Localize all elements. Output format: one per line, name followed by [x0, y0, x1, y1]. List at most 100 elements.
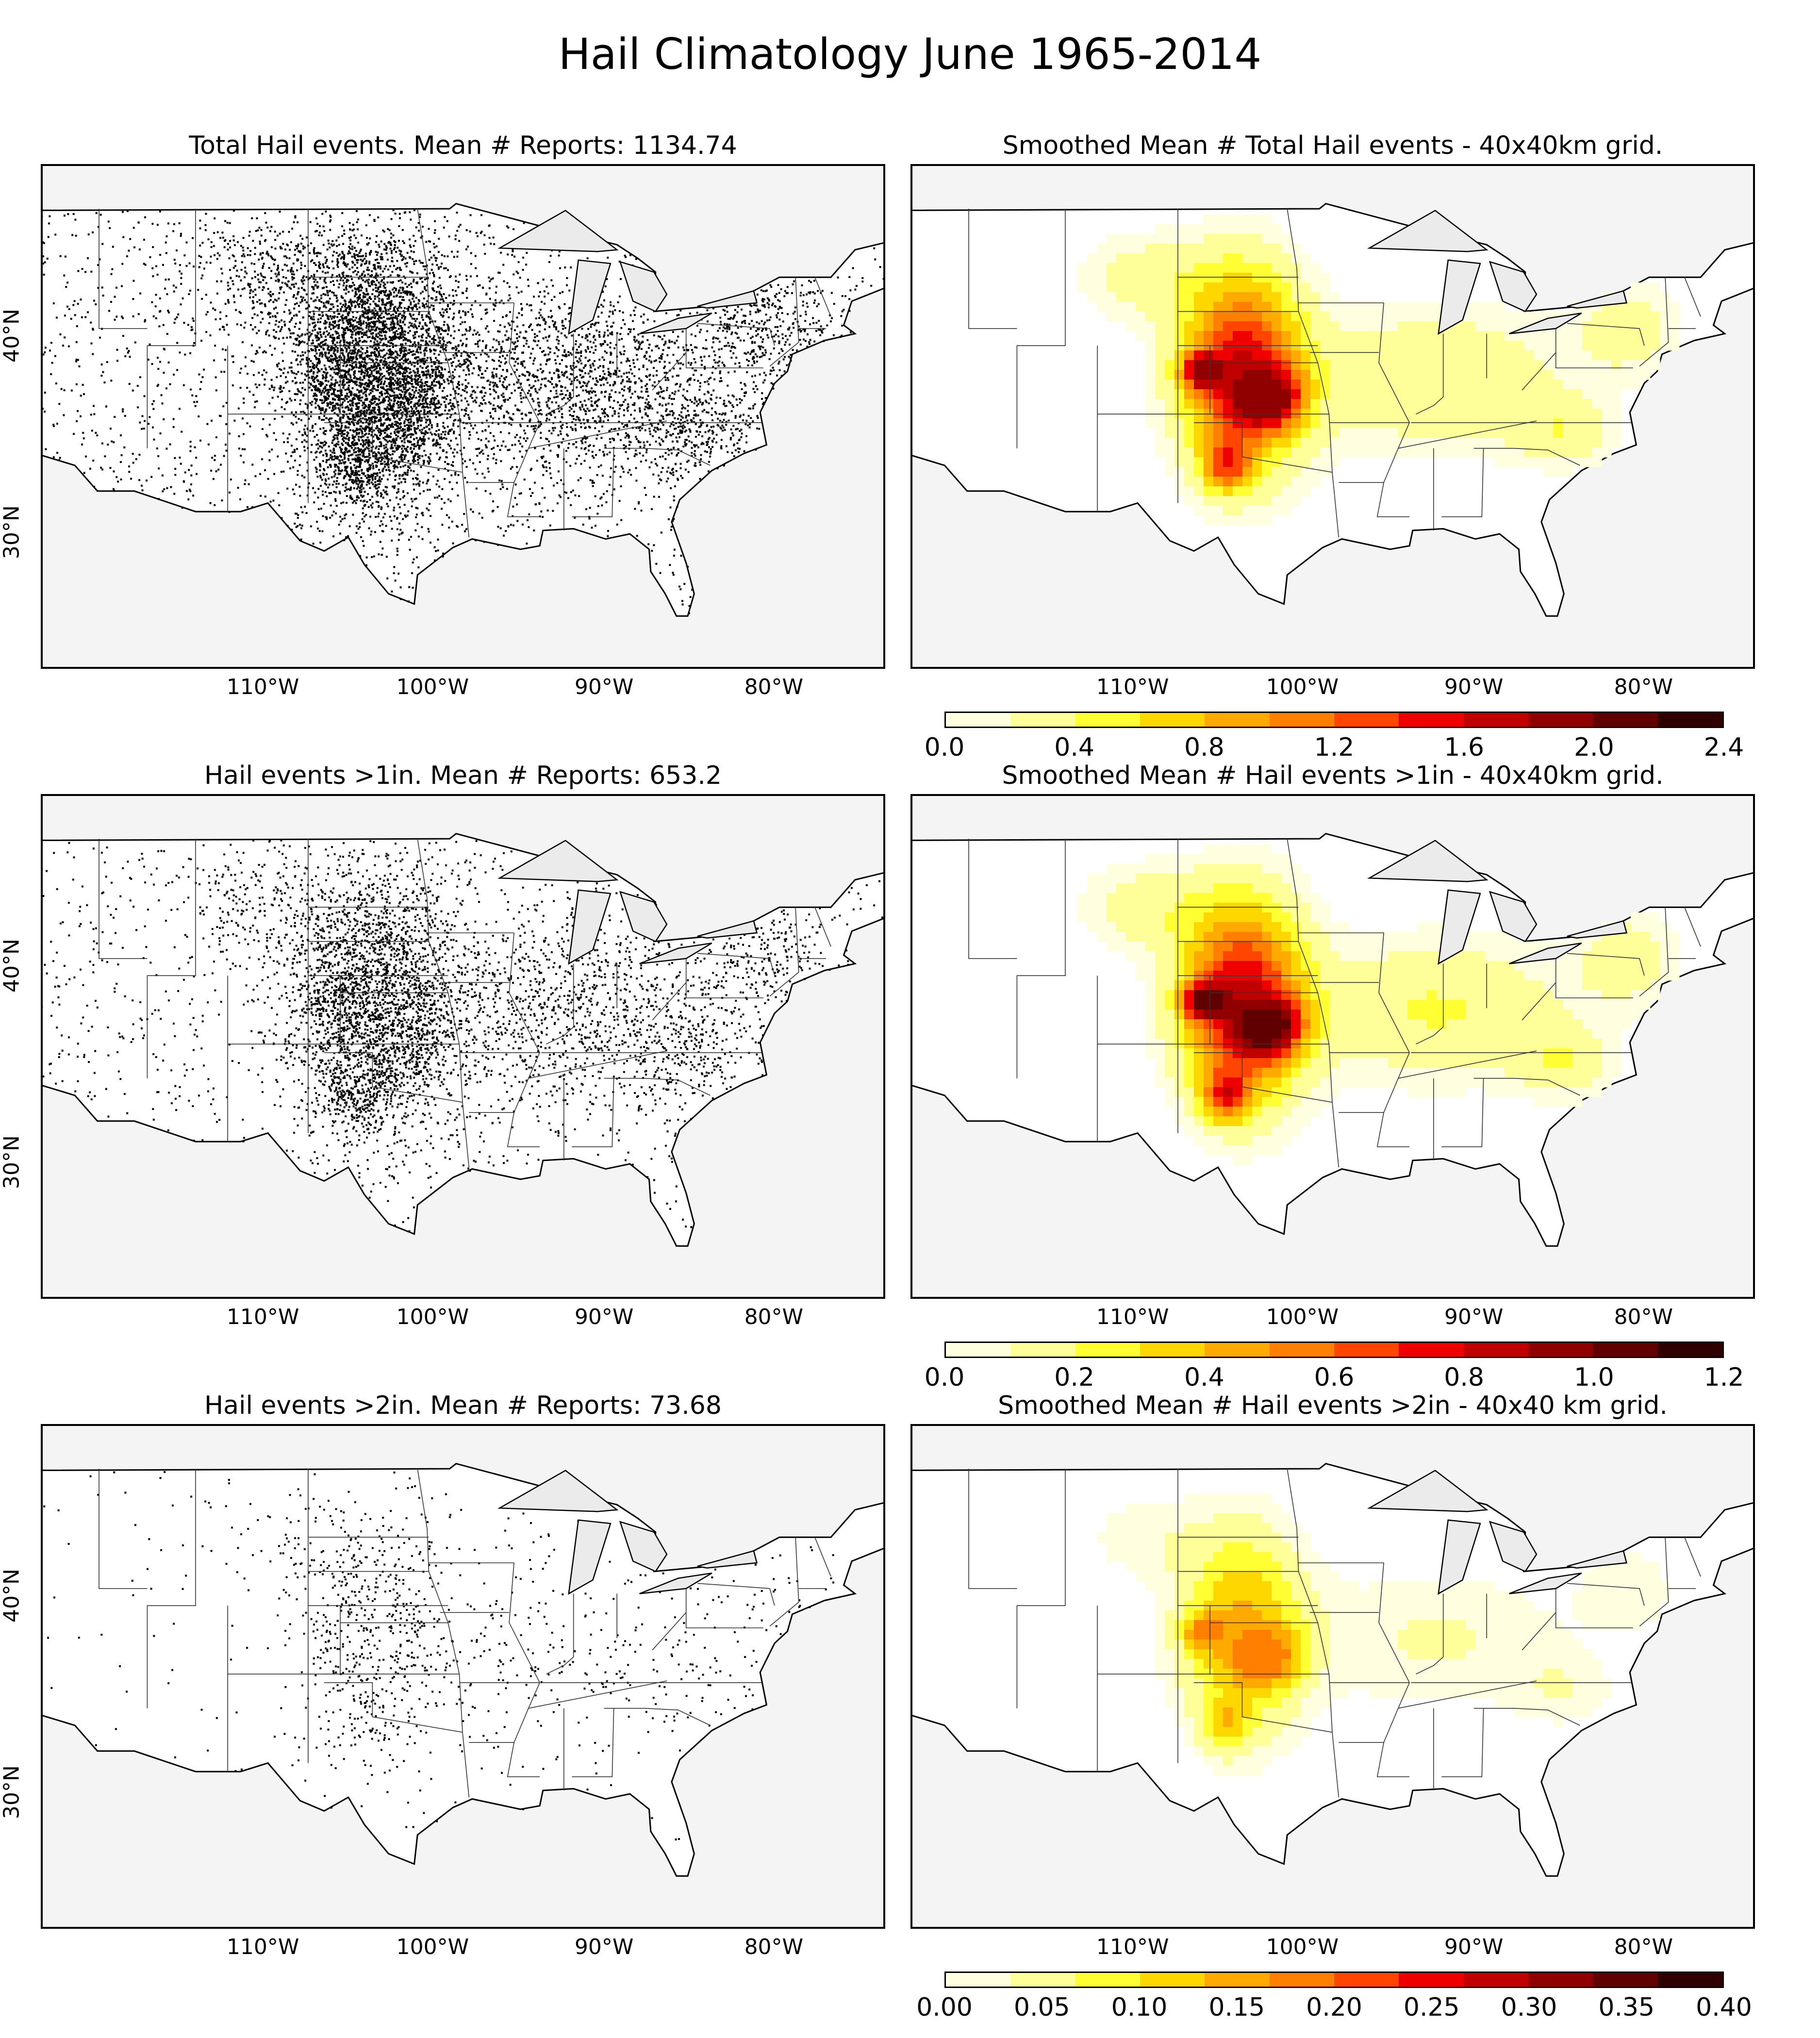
hail-report-dot — [694, 445, 696, 447]
hail-report-dot — [262, 252, 264, 254]
hail-report-dot — [428, 240, 430, 243]
hail-report-dot — [378, 478, 381, 481]
hail-report-dot — [626, 407, 629, 410]
hail-report-dot — [373, 451, 376, 453]
hail-report-dot — [689, 379, 692, 381]
hail-report-dot — [469, 422, 471, 424]
hail-report-dot — [601, 356, 604, 359]
hail-report-dot — [304, 373, 306, 376]
hail-report-dot — [573, 443, 575, 445]
hail-report-dot — [482, 452, 484, 455]
hail-report-dot — [138, 453, 141, 456]
hail-report-dot — [425, 370, 428, 373]
hail-report-dot — [724, 414, 727, 416]
hail-report-dot — [315, 336, 317, 339]
hail-report-dot — [578, 334, 580, 336]
hail-report-dot — [370, 530, 373, 533]
hail-report-dot — [370, 434, 373, 436]
hail-report-dot — [776, 293, 778, 295]
hail-report-dot — [575, 403, 577, 405]
hail-report-dot — [448, 409, 451, 412]
hail-report-dot — [649, 444, 651, 446]
hail-report-dot — [337, 407, 340, 409]
hail-report-dot — [446, 220, 448, 222]
hail-report-dot — [423, 460, 425, 462]
hail-report-dot — [405, 414, 408, 417]
hail-report-dot — [584, 356, 587, 359]
hail-report-dot — [468, 373, 470, 376]
hail-report-dot — [686, 380, 689, 382]
hail-report-dot — [495, 459, 497, 461]
hail-report-dot — [321, 490, 324, 493]
hail-report-dot — [327, 315, 329, 318]
hail-report-dot — [670, 423, 673, 425]
hail-report-dot — [564, 386, 566, 389]
hail-report-dot — [215, 470, 217, 472]
hail-report-dot — [655, 463, 657, 465]
hail-report-dot — [381, 507, 383, 509]
hail-report-dot — [549, 255, 552, 257]
hail-report-dot — [340, 451, 343, 453]
hail-report-dot — [423, 432, 425, 434]
hail-report-dot — [436, 366, 439, 369]
hail-report-dot — [347, 401, 349, 403]
hail-report-dot — [682, 445, 685, 447]
hail-report-dot — [681, 600, 683, 602]
hail-report-dot — [390, 252, 393, 254]
hail-report-dot — [672, 424, 675, 426]
hail-report-dot — [594, 368, 596, 371]
hail-report-dot — [704, 348, 707, 350]
hail-report-dot — [436, 402, 438, 405]
hail-report-dot — [337, 266, 339, 268]
hail-report-dot — [342, 274, 345, 277]
hail-report-dot — [368, 527, 370, 530]
hail-report-dot — [622, 467, 624, 470]
hail-report-dot — [442, 338, 444, 340]
hail-report-dot — [366, 347, 368, 349]
hail-report-dot — [507, 525, 510, 528]
hail-report-dot — [368, 424, 370, 426]
hail-report-dot — [414, 331, 416, 333]
hail-report-dot — [403, 312, 406, 314]
hail-report-dot — [752, 358, 754, 360]
hail-report-dot — [680, 419, 682, 421]
hail-report-dot — [542, 337, 545, 339]
hail-report-dot — [286, 525, 289, 527]
hail-report-dot — [355, 431, 358, 434]
hail-report-dot — [347, 252, 349, 255]
hail-report-dot — [389, 454, 392, 456]
hail-report-dot — [369, 340, 372, 342]
hail-report-dot — [550, 414, 552, 416]
hail-report-dot — [394, 394, 396, 397]
hail-report-dot — [242, 253, 245, 255]
hail-report-dot — [648, 359, 650, 362]
hail-report-dot — [369, 515, 371, 518]
hail-report-dot — [485, 345, 487, 348]
hail-report-dot — [589, 479, 592, 481]
hail-report-dot — [630, 414, 632, 416]
hail-report-dot — [660, 531, 662, 534]
hail-report-dot — [390, 326, 392, 329]
hail-report-dot — [633, 417, 635, 420]
hail-report-dot — [521, 445, 524, 447]
hail-report-dot — [355, 482, 358, 485]
hail-report-dot — [548, 418, 550, 421]
hail-report-dot — [310, 411, 313, 413]
hail-report-dot — [500, 480, 503, 482]
hail-report-dot — [436, 480, 439, 482]
hail-report-dot — [353, 458, 355, 461]
hail-report-dot — [405, 353, 408, 356]
hail-report-dot — [724, 314, 726, 316]
hail-report-dot — [744, 383, 746, 385]
hail-report-dot — [294, 216, 297, 219]
hail-report-dot — [303, 439, 306, 442]
hail-report-dot — [686, 348, 689, 351]
hail-report-dot — [585, 508, 587, 511]
hail-report-dot — [429, 240, 431, 243]
hail-report-dot — [385, 252, 388, 254]
hail-report-dot — [324, 387, 327, 389]
hail-report-dot — [383, 438, 386, 441]
hail-report-dot — [343, 256, 346, 258]
hail-report-dot — [391, 528, 393, 530]
hail-report-dot — [417, 392, 419, 394]
